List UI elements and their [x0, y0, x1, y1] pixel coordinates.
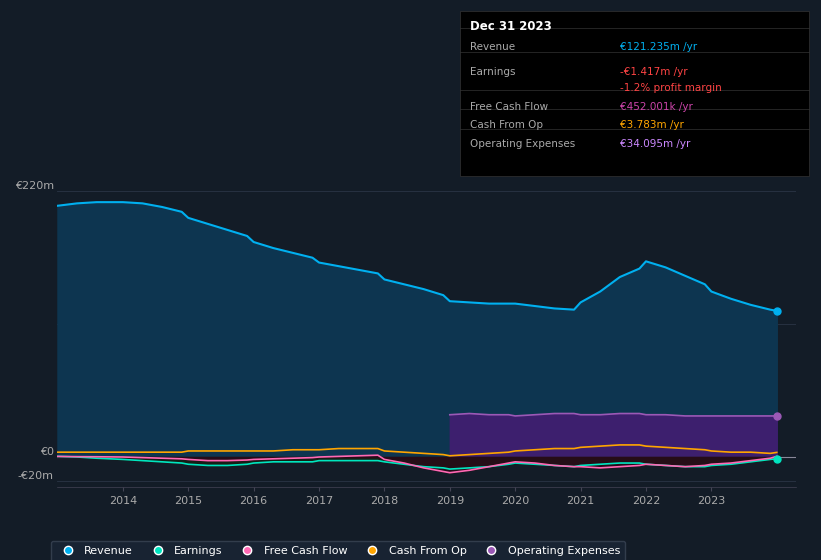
Text: Earnings: Earnings — [470, 67, 515, 77]
Text: Cash From Op: Cash From Op — [470, 120, 543, 130]
Text: Revenue: Revenue — [470, 42, 515, 52]
Text: €3.783m /yr: €3.783m /yr — [620, 120, 684, 130]
Text: Dec 31 2023: Dec 31 2023 — [470, 20, 552, 32]
Text: Free Cash Flow: Free Cash Flow — [470, 102, 548, 113]
Text: -€1.417m /yr: -€1.417m /yr — [620, 67, 687, 77]
Text: €452.001k /yr: €452.001k /yr — [620, 102, 693, 113]
Text: €220m: €220m — [15, 181, 54, 192]
Text: Operating Expenses: Operating Expenses — [470, 139, 575, 149]
Text: -€20m: -€20m — [18, 471, 54, 481]
Text: €121.235m /yr: €121.235m /yr — [620, 42, 697, 52]
Text: €0: €0 — [39, 447, 54, 457]
Legend: Revenue, Earnings, Free Cash Flow, Cash From Op, Operating Expenses: Revenue, Earnings, Free Cash Flow, Cash … — [51, 540, 626, 560]
Text: -1.2% profit margin: -1.2% profit margin — [620, 83, 722, 93]
Text: €34.095m /yr: €34.095m /yr — [620, 139, 690, 149]
